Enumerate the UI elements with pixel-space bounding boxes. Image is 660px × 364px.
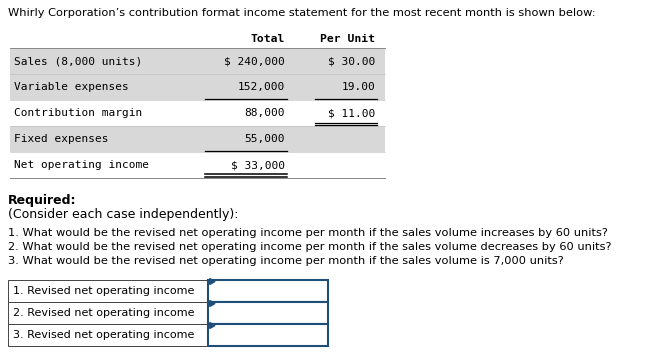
Bar [208, 302, 328, 324]
Text: 1. Revised net operating income: 1. Revised net operating income [13, 286, 195, 296]
Text: $ 33,000: $ 33,000 [231, 160, 285, 170]
Bar [8, 280, 208, 302]
Text: 152,000: 152,000 [238, 82, 285, 92]
Bar [10, 74, 385, 100]
Text: $ 240,000: $ 240,000 [224, 56, 285, 66]
Text: Variable expenses: Variable expenses [14, 82, 129, 92]
Text: Net operating income: Net operating income [14, 160, 149, 170]
Text: (Consider each case independently):: (Consider each case independently): [8, 208, 238, 221]
Text: $ 11.00: $ 11.00 [328, 108, 375, 118]
Bar [8, 302, 208, 324]
Text: Sales (8,000 units): Sales (8,000 units) [14, 56, 143, 66]
Bar [208, 280, 328, 302]
Text: 19.00: 19.00 [341, 82, 375, 92]
Text: 3. What would be the revised net operating income per month if the sales volume : 3. What would be the revised net operati… [8, 256, 564, 266]
Text: Contribution margin: Contribution margin [14, 108, 143, 118]
Text: Total: Total [251, 34, 285, 44]
Bar [208, 324, 328, 346]
Text: 55,000: 55,000 [244, 134, 285, 144]
Text: Required:: Required: [8, 194, 77, 207]
Text: Fixed expenses: Fixed expenses [14, 134, 108, 144]
Bar [10, 48, 385, 74]
Text: Whirly Corporation’s contribution format income statement for the most recent mo: Whirly Corporation’s contribution format… [8, 8, 595, 18]
Text: 1. What would be the revised net operating income per month if the sales volume : 1. What would be the revised net operati… [8, 228, 608, 238]
Text: 2. What would be the revised net operating income per month if the sales volume : 2. What would be the revised net operati… [8, 242, 612, 252]
Text: 3. Revised net operating income: 3. Revised net operating income [13, 330, 195, 340]
Bar [10, 126, 385, 152]
Text: 88,000: 88,000 [244, 108, 285, 118]
Text: Per Unit: Per Unit [320, 34, 375, 44]
Text: 2. Revised net operating income: 2. Revised net operating income [13, 308, 195, 318]
Bar [8, 324, 208, 346]
Text: $ 30.00: $ 30.00 [328, 56, 375, 66]
